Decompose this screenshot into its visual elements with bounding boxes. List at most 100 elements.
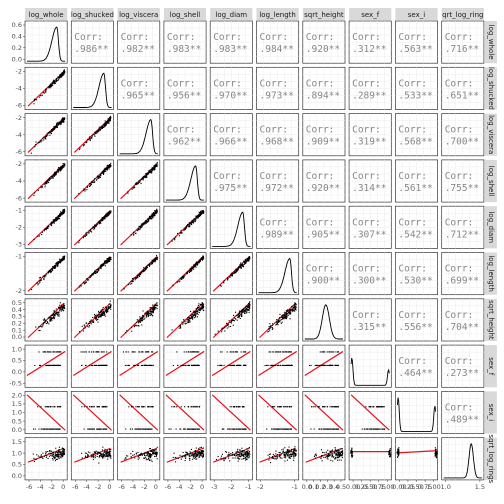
scatter-point	[149, 364, 151, 366]
scatter-point	[177, 232, 179, 234]
scatter-point	[51, 222, 53, 224]
scatter-point	[103, 364, 105, 366]
corr-value: .651**	[445, 90, 479, 101]
scatter-point	[156, 162, 158, 164]
scatter-point	[102, 308, 104, 310]
panel-1-6: Corr:.894**	[302, 66, 346, 110]
scatter-point	[132, 428, 134, 430]
scatter-point	[52, 176, 54, 178]
scatter-point	[283, 318, 285, 320]
scatter-point	[61, 74, 63, 76]
scatter-point	[242, 351, 244, 353]
scatter-point	[60, 213, 62, 215]
column-strip-label: log_shucked	[71, 11, 114, 19]
scatter-point	[99, 129, 101, 131]
scatter-point	[130, 428, 132, 430]
fit-line	[211, 394, 251, 431]
scatter-point	[202, 212, 204, 214]
scatter-point	[97, 428, 99, 430]
scatter-point	[240, 310, 242, 312]
scatter-point	[97, 364, 99, 366]
scatter-point	[104, 428, 106, 430]
row-strip	[484, 437, 497, 480]
panel-0-4: Corr:.983**	[209, 20, 253, 64]
scatter-point	[172, 364, 174, 366]
scatter-point	[63, 69, 65, 71]
corr-value: .314**	[352, 183, 386, 194]
scatter-point	[60, 310, 62, 312]
scatter-point	[50, 223, 52, 225]
scatter-point	[191, 316, 193, 318]
scatter-point	[88, 277, 90, 279]
scatter-point	[100, 265, 102, 267]
scatter-point	[178, 235, 180, 237]
scatter-point	[43, 275, 45, 277]
scatter-point	[107, 119, 109, 121]
scatter-point	[94, 178, 96, 180]
scatter-point	[242, 264, 244, 266]
scatter-point	[242, 364, 244, 366]
scatter-point	[131, 280, 133, 282]
scatter-point	[94, 224, 96, 226]
scatter-point	[45, 88, 47, 90]
scatter-point	[285, 312, 287, 314]
scatter-point	[104, 218, 106, 220]
scatter-point	[198, 309, 200, 311]
scatter-point	[199, 259, 201, 261]
scatter-point	[44, 321, 46, 323]
corr-label: Corr:	[398, 264, 427, 275]
panel-8-5	[256, 391, 300, 434]
scatter-point	[202, 256, 204, 258]
row-strip-label: sex_f	[487, 357, 495, 375]
scatter-point	[156, 302, 158, 304]
scatter-point	[281, 316, 283, 318]
scatter-point	[97, 177, 99, 179]
scatter-point	[133, 277, 135, 279]
scatter-point	[154, 165, 156, 167]
scatter-point	[227, 428, 229, 430]
corr-label: Corr:	[445, 356, 474, 367]
scatter-point	[35, 326, 37, 328]
scatter-point	[185, 227, 187, 229]
scatter-point	[142, 316, 144, 318]
scatter-point	[151, 216, 153, 218]
panel-1-7: Corr:.289**	[348, 66, 392, 110]
scatter-point	[154, 210, 156, 212]
scatter-point	[52, 313, 54, 315]
scatter-point	[287, 314, 289, 316]
scatter-point	[108, 212, 110, 214]
scatter-point	[52, 128, 54, 130]
scatter-point	[80, 285, 82, 287]
scatter-point	[55, 312, 57, 314]
scatter-point	[135, 324, 137, 326]
scatter-point	[38, 235, 40, 237]
column-strip-label: sex_f	[361, 11, 379, 19]
scatter-point	[103, 314, 105, 316]
scatter-point	[50, 175, 52, 177]
scatter-point	[46, 273, 48, 275]
scatter-point	[189, 270, 191, 272]
scatter-point	[150, 406, 152, 408]
scatter-point	[284, 314, 286, 316]
scatter-point	[153, 165, 155, 167]
scatter-point	[139, 351, 141, 353]
scatter-point	[201, 210, 203, 212]
scatter-point	[51, 314, 53, 316]
scatter-point	[85, 281, 87, 283]
scatter-point	[148, 216, 150, 218]
scatter-point	[141, 177, 143, 179]
scatter-point	[92, 428, 94, 430]
panel-5-3	[163, 252, 207, 296]
scatter-point	[151, 314, 153, 316]
scatter-point	[146, 221, 148, 223]
scatter-point	[55, 264, 57, 266]
panel-6-3	[163, 298, 207, 342]
scatter-point	[200, 303, 202, 305]
scatter-point	[197, 313, 199, 315]
scatter-point	[61, 213, 63, 215]
scatter-point	[63, 258, 65, 260]
scatter-point	[146, 172, 148, 174]
fit-line	[119, 394, 159, 431]
scatter-point	[104, 215, 106, 217]
scatter-point	[282, 364, 284, 366]
